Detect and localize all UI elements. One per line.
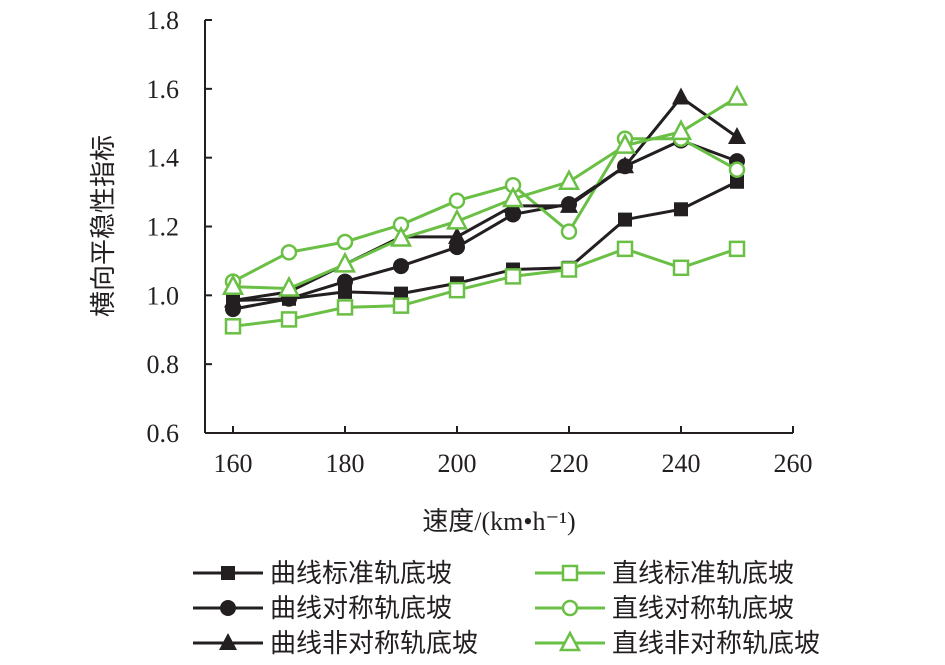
square-marker [394,286,408,301]
triangle-marker [219,633,237,650]
triangle-marker [616,156,634,174]
triangle-marker [221,274,245,295]
y-tick-label: 1.2 [147,213,180,242]
square-marker [392,297,410,314]
y-axis-label: 横向平稳性指标 [89,135,118,317]
square-marker [504,268,522,285]
series-square-filled [226,174,744,308]
triangle-marker [725,84,749,106]
circle-marker [728,161,746,178]
legend-item: 曲线对称轨底坡 [193,594,452,623]
triangle-marker [224,290,242,308]
circle-marker [337,273,353,290]
circle-marker [336,233,354,251]
axes: 0.6 0.8 1.0 1.2 1.4 1.6 1.8 160 180 200 220 240 260 [147,6,813,478]
y-tick-label: 0.6 [147,419,180,448]
series-group [221,84,749,335]
square-marker [448,281,466,299]
legend-item: 曲线标准轨底坡 [193,559,452,588]
circle-marker [560,223,578,240]
legend-label: 直线非对称轨底坡 [612,629,820,658]
x-tick-label: 260 [774,449,813,478]
series-line [232,95,738,302]
triangle-marker [669,119,693,141]
circle-marker [280,244,298,261]
triangle-marker [448,226,466,244]
series-triangle-open [221,84,749,297]
circle-marker [220,600,236,616]
triangle-marker [558,630,582,652]
series-triangle-filled [224,87,746,308]
x-tick-label: 240 [662,449,701,478]
square-marker [674,202,688,217]
legend-label: 曲线标准轨底坡 [270,559,452,588]
y-tick-label: 1.0 [147,281,180,310]
y-tick-label: 1.4 [147,144,180,173]
series-square-open [224,240,746,335]
triangle-marker [333,251,357,273]
legend-label: 曲线对称轨底坡 [270,594,452,623]
series-line [232,180,738,302]
legend-label: 直线标准轨底坡 [612,559,794,588]
triangle-marker [728,127,746,145]
x-tick-label: 180 [326,449,365,478]
circle-marker [448,192,466,209]
triangle-marker [672,87,690,105]
triangle-marker [613,132,637,154]
legend-label: 直线对称轨底坡 [612,594,794,623]
x-tick-label: 160 [214,449,253,478]
y-tick-label: 1.6 [147,75,180,104]
circle-marker [561,599,579,617]
square-marker [280,311,298,328]
legend-item: 直线非对称轨底坡 [535,629,820,658]
square-marker [561,564,579,582]
triangle-marker [560,195,578,213]
square-marker [672,259,690,277]
square-marker [560,261,578,278]
square-marker [616,240,634,258]
triangle-marker [501,186,525,208]
x-axis-label: 速度/(km•h⁻¹) [422,507,575,536]
square-marker [336,299,354,316]
square-marker [618,212,632,227]
series-circle-filled [225,132,745,318]
legend-item: 直线对称轨底坡 [535,594,794,623]
y-tick-label: 0.8 [147,350,180,379]
square-marker [224,318,242,335]
triangle-marker [277,275,301,297]
series-line [232,247,738,328]
triangle-marker [445,208,469,230]
square-marker [730,174,744,189]
x-tick-label: 220 [550,449,589,478]
square-marker [221,566,235,580]
x-tick-label: 200 [438,449,477,478]
series-line [232,96,738,290]
triangle-marker [557,169,581,191]
legend-item: 曲线非对称轨底坡 [193,629,478,658]
square-marker [728,240,746,258]
triangle-marker [389,225,413,247]
legend-item: 直线标准轨底坡 [535,559,794,588]
y-tick-label: 1.8 [147,6,180,35]
legend-label: 曲线非对称轨底坡 [270,629,478,658]
circle-marker [393,258,409,275]
series-line [232,138,738,311]
